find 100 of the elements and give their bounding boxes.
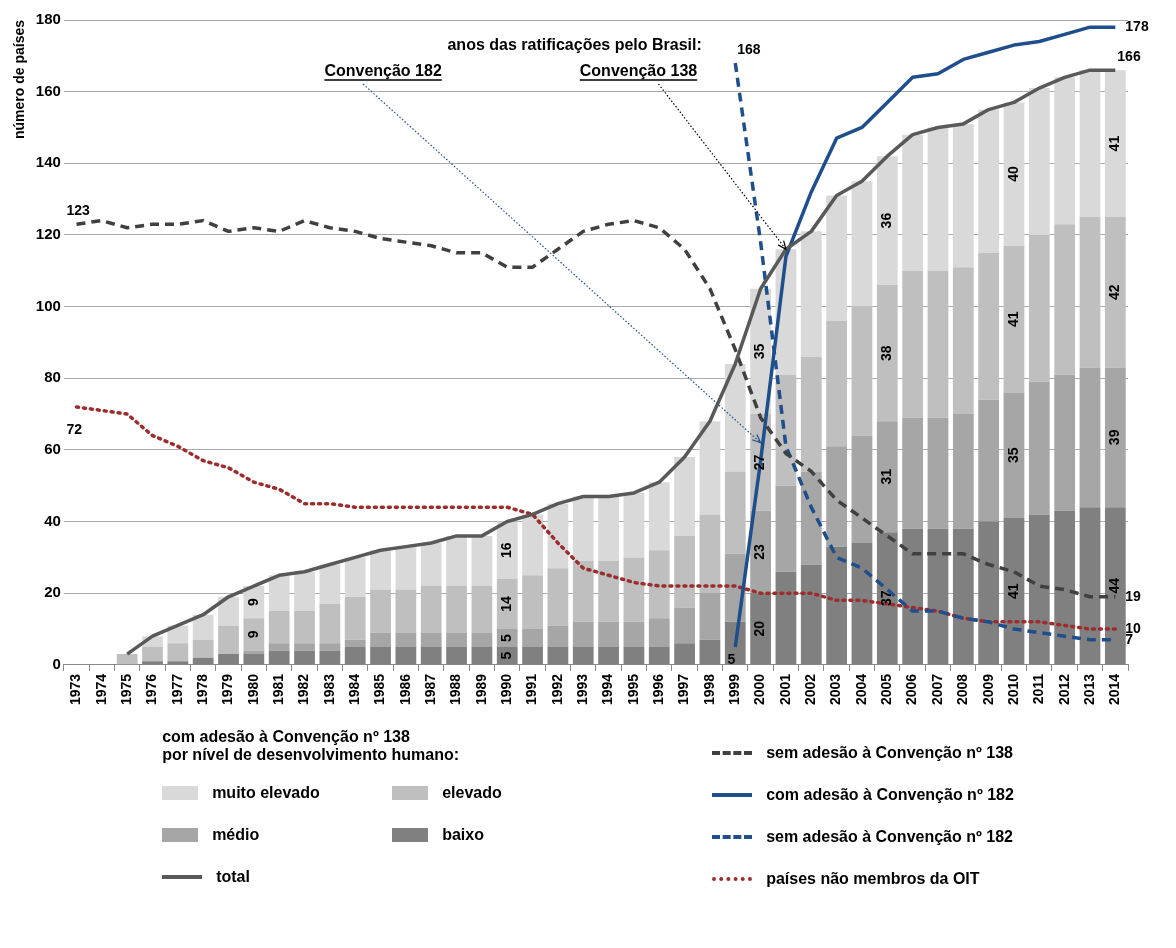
- y-tick-label: 140: [35, 153, 61, 171]
- x-tick-label: 1985: [371, 673, 388, 706]
- y-tick-label: 20: [44, 583, 61, 601]
- annotation: Convenção 138: [579, 62, 698, 79]
- bar: [395, 546, 417, 590]
- x-tick-label: 1992: [548, 673, 565, 706]
- bar: [547, 568, 569, 626]
- bar: [927, 127, 949, 271]
- x-tick-label: 1976: [143, 673, 160, 706]
- y-tick-label: 160: [35, 81, 61, 99]
- bar: [978, 252, 1000, 400]
- x-tick-label: 2012: [1055, 673, 1072, 706]
- bar: [978, 109, 1000, 253]
- bar: [572, 621, 594, 647]
- bar: [826, 195, 848, 321]
- data-label: 5: [727, 650, 736, 667]
- y-tick-label: 40: [44, 511, 61, 529]
- x-tick-label: 1973: [67, 673, 84, 706]
- bar: [1104, 217, 1126, 368]
- x-tick-label: 1993: [574, 673, 591, 706]
- legend-label: elevado: [441, 783, 503, 803]
- bar: [572, 496, 594, 561]
- bar: [1028, 88, 1050, 235]
- x-tick-label: 2011: [1030, 673, 1047, 705]
- bar: [192, 614, 214, 640]
- y-tick-label: 180: [35, 10, 61, 28]
- bar: [446, 535, 467, 587]
- bar: [192, 639, 214, 658]
- bar: [851, 306, 873, 436]
- bar: [471, 586, 493, 633]
- bar: [218, 625, 239, 655]
- data-label: 37: [878, 590, 895, 607]
- data-label: 31: [878, 468, 895, 485]
- x-tick-label: 2014: [1106, 673, 1123, 706]
- data-label: 36: [878, 212, 895, 229]
- bar: [648, 482, 670, 551]
- data-label: 9: [244, 630, 261, 639]
- bar: [268, 575, 290, 612]
- x-tick-label: 1975: [118, 673, 135, 706]
- bar: [294, 611, 315, 644]
- bar: [699, 514, 721, 594]
- bar: [674, 457, 695, 536]
- annotation: Convenção 182: [324, 62, 442, 79]
- bar: [446, 632, 467, 647]
- legend-label: muito elevado: [211, 783, 321, 803]
- data-label: 40: [1004, 166, 1021, 182]
- data-label: 19: [1125, 587, 1142, 604]
- y-axis-title: número de países: [11, 19, 28, 140]
- bar: [876, 156, 898, 286]
- x-tick-label: 1989: [472, 673, 489, 706]
- data-label: 41: [1004, 311, 1021, 327]
- bar: [319, 564, 341, 604]
- annotation: anos das ratificações pelo Brasil:: [447, 36, 702, 53]
- x-tick-label: 1988: [447, 673, 464, 706]
- x-tick-label: 2008: [954, 673, 971, 706]
- bar: [800, 231, 822, 357]
- bar: [623, 621, 645, 647]
- x-tick-label: 1978: [194, 673, 211, 706]
- data-label: 178: [1125, 18, 1149, 35]
- data-label: 41: [1106, 135, 1123, 152]
- x-tick-label: 1982: [295, 673, 312, 706]
- bar: [344, 596, 366, 640]
- x-tick-label: 1997: [675, 673, 692, 706]
- bar: [294, 571, 315, 612]
- x-tick-label: 2003: [827, 673, 844, 706]
- bar: [623, 557, 645, 622]
- bar: [826, 320, 848, 447]
- bar: [876, 285, 898, 422]
- bar: [674, 607, 695, 644]
- bar: [952, 267, 974, 415]
- bar: [420, 632, 442, 647]
- bar: [167, 643, 189, 662]
- data-label: 166: [1117, 48, 1141, 65]
- x-tick-label: 2002: [802, 673, 819, 706]
- x-tick-label: 1984: [346, 673, 363, 706]
- bar: [598, 621, 619, 647]
- bar: [294, 643, 315, 651]
- bar: [522, 575, 543, 630]
- bar: [471, 535, 493, 587]
- legend-label: com adesão à Convenção nº 182: [765, 785, 1014, 805]
- y-tick-label: 80: [44, 368, 61, 386]
- bar: [370, 550, 391, 590]
- data-label: 168: [737, 40, 761, 57]
- x-tick-label: 1994: [599, 673, 616, 706]
- bar: [370, 589, 391, 633]
- bar: [851, 181, 873, 307]
- bar: [116, 654, 138, 665]
- y-tick-label: 60: [44, 440, 61, 458]
- data-label: 16: [498, 542, 515, 558]
- bar: [1028, 234, 1050, 382]
- bar: [699, 421, 721, 515]
- x-tick-label: 1999: [726, 673, 743, 706]
- bar: [902, 134, 924, 271]
- x-tick-label: 1974: [92, 673, 109, 706]
- data-label: 41: [1004, 583, 1021, 599]
- x-tick-label: 1991: [523, 673, 540, 706]
- bar: [142, 646, 163, 662]
- bar: [572, 560, 594, 622]
- legend-label: médio: [211, 825, 261, 845]
- bar: [598, 496, 619, 561]
